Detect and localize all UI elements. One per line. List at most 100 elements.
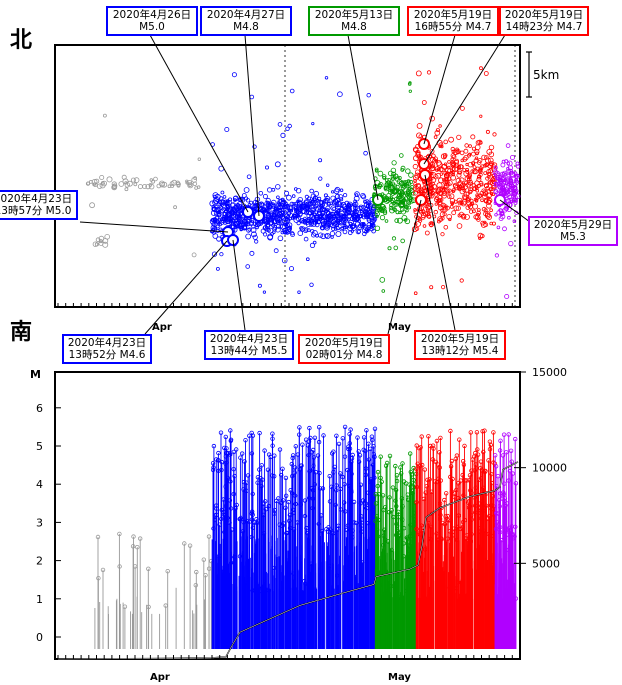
map-point xyxy=(389,203,394,208)
map-point xyxy=(420,214,426,220)
map-point xyxy=(452,183,458,189)
magnitude-head xyxy=(442,497,447,503)
map-point xyxy=(103,113,107,118)
magnitude-head xyxy=(475,452,481,457)
map-point xyxy=(106,176,113,183)
map-point xyxy=(274,161,281,168)
map-point xyxy=(408,196,413,202)
magnitude-head xyxy=(219,507,224,513)
magnitude-head xyxy=(508,568,514,574)
map-point xyxy=(355,229,361,235)
map-point xyxy=(482,189,488,195)
map-point xyxy=(377,170,384,177)
map-scatter-points xyxy=(85,66,521,299)
magnitude-head xyxy=(263,507,269,512)
map-point xyxy=(412,187,417,191)
map-point xyxy=(467,172,473,178)
magnitude-bars xyxy=(94,424,519,649)
map-point xyxy=(425,208,431,213)
map-point xyxy=(254,221,261,228)
magnitude-head xyxy=(344,527,350,533)
map-point xyxy=(289,88,295,94)
map-point xyxy=(326,213,333,220)
map-point xyxy=(305,257,310,262)
map-point xyxy=(405,188,411,194)
map-point xyxy=(458,185,463,189)
magnitude-head xyxy=(370,437,375,443)
map-point xyxy=(384,186,388,191)
magnitude-head xyxy=(393,463,398,469)
map-point xyxy=(355,205,361,212)
magnitude-head xyxy=(444,491,449,496)
map-point xyxy=(489,208,493,213)
map-point xyxy=(388,182,393,187)
map-point xyxy=(474,214,481,221)
map-point xyxy=(400,165,406,171)
map-point xyxy=(445,181,451,187)
map-point xyxy=(451,170,455,175)
map-point xyxy=(312,205,317,210)
map-point xyxy=(459,278,464,283)
map-point xyxy=(374,209,379,214)
map-point xyxy=(502,226,507,232)
map-point xyxy=(102,238,109,244)
map-point xyxy=(429,185,434,190)
map-point xyxy=(451,166,456,171)
leader-line-a3 xyxy=(347,34,379,201)
map-point xyxy=(413,291,418,296)
magnitude-head xyxy=(375,483,380,489)
magnitude-head xyxy=(487,439,493,444)
magnitude-head xyxy=(408,469,413,475)
magnitude-head xyxy=(400,504,405,509)
map-point xyxy=(218,222,223,227)
magnitude-x-ticks xyxy=(57,655,521,659)
map-point xyxy=(492,132,497,137)
map-point xyxy=(267,234,274,241)
map-point xyxy=(392,207,398,213)
magnitude-head xyxy=(409,472,414,477)
map-point xyxy=(133,182,138,187)
magnitude-head xyxy=(293,444,298,449)
magnitude-head xyxy=(261,512,266,518)
magnitude-head xyxy=(372,454,377,460)
map-point xyxy=(118,181,125,187)
map-point xyxy=(324,198,330,204)
map-point xyxy=(217,201,223,207)
map-point xyxy=(265,221,269,225)
map-point xyxy=(382,194,387,199)
map-point xyxy=(404,218,408,222)
magnitude-head xyxy=(446,518,451,523)
annotation-box-a7: 2020年5月29日 M5.3 xyxy=(528,216,618,246)
map-point xyxy=(407,205,412,210)
magnitude-head xyxy=(433,459,439,465)
magnitude-head xyxy=(266,452,272,457)
map-point xyxy=(191,177,198,183)
magnitude-head xyxy=(315,453,321,458)
map-point xyxy=(333,188,340,195)
magnitude-head xyxy=(214,503,219,508)
map-point xyxy=(445,171,450,177)
magnitude-head xyxy=(216,450,221,456)
magnitude-head xyxy=(117,531,122,537)
map-point xyxy=(373,176,378,181)
map-point xyxy=(451,210,457,216)
map-point xyxy=(311,122,315,126)
map-point xyxy=(467,179,474,186)
magnitude-head xyxy=(489,503,494,508)
map-point xyxy=(232,207,239,214)
annotation-box-a6: 2020年4月23日 13時57分 M5.0 xyxy=(0,190,78,220)
magnitude-head xyxy=(297,425,302,430)
map-point xyxy=(508,176,512,181)
magnitude-head xyxy=(345,523,351,528)
map-point xyxy=(438,124,442,128)
map-point xyxy=(231,72,237,78)
map-point xyxy=(395,187,399,191)
magnitude-head xyxy=(478,459,484,464)
map-point xyxy=(270,232,274,236)
magnitude-head xyxy=(270,443,275,448)
magnitude-head xyxy=(368,478,374,483)
map-point xyxy=(416,132,423,139)
map-point xyxy=(239,219,244,224)
map-point xyxy=(366,92,371,98)
map-point xyxy=(400,238,406,244)
